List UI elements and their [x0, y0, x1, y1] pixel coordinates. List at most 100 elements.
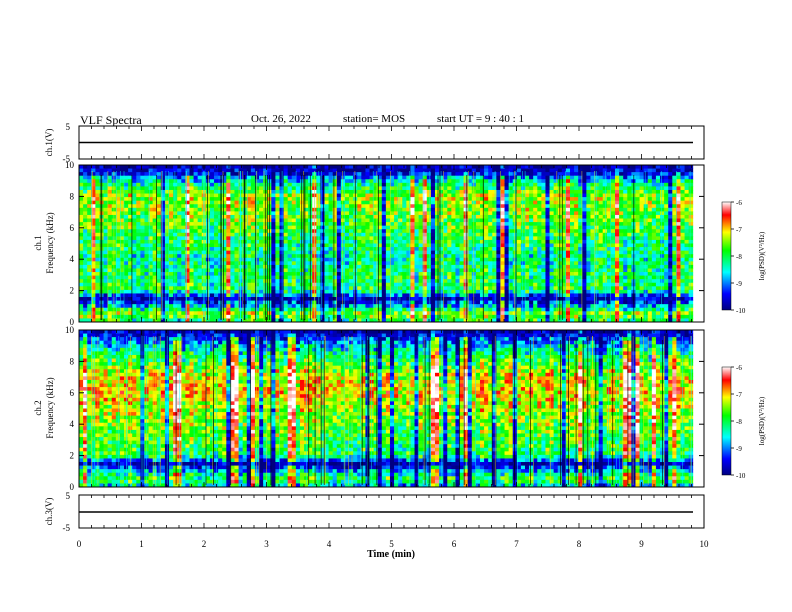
spectrogram-cell	[230, 264, 235, 269]
spectrogram-cell	[537, 179, 542, 184]
spectrogram-cell	[95, 179, 100, 184]
spectrogram-cell	[103, 225, 109, 230]
spectrogram-cell	[148, 261, 154, 266]
spectrogram-cell	[226, 168, 231, 173]
spectrogram-cell	[455, 229, 460, 234]
spectrogram-cell	[385, 232, 391, 237]
spectrogram-cell	[250, 239, 256, 244]
spectrogram-cell	[107, 197, 113, 202]
spectrogram-cell	[275, 229, 280, 234]
spectrogram-cell	[516, 222, 522, 227]
spectrogram-cell	[541, 172, 546, 177]
spectrogram-cell	[385, 179, 391, 184]
spectrogram-cell	[664, 175, 669, 180]
spectrogram-cell	[410, 165, 415, 169]
spectrogram-cell	[369, 225, 374, 230]
spectrogram-cell	[623, 222, 628, 227]
spectrogram-cell	[271, 268, 276, 273]
spectrogram-cell	[160, 197, 166, 202]
spectrogram-cell	[447, 222, 452, 227]
spectrogram-cell	[627, 211, 632, 216]
spectrogram-cell	[623, 243, 628, 248]
spectrogram-cell	[381, 250, 387, 255]
spectrogram-cell	[570, 272, 575, 277]
spectrogram-cell	[173, 254, 178, 259]
spectrogram-cell	[443, 179, 448, 184]
spectrogram-cell	[377, 179, 383, 184]
spectrogram-cell	[156, 236, 162, 241]
spectrogram-cell	[615, 200, 620, 205]
spectrogram-cell	[148, 257, 154, 262]
spectrogram-cell	[520, 218, 526, 223]
spectrogram-cell	[672, 200, 677, 205]
spectrogram-cell	[287, 257, 293, 262]
spectrogram-cell	[688, 189, 694, 194]
spectrogram-cell	[467, 272, 473, 277]
spectrogram-cell	[455, 200, 460, 205]
spectrogram-cell	[434, 186, 440, 191]
spectrogram-cell	[197, 275, 203, 280]
spectrogram-cell	[295, 229, 301, 234]
spectrogram-cell	[479, 222, 485, 227]
spectrogram-cell	[672, 229, 677, 234]
spectrogram-cell	[402, 186, 407, 191]
spectrogram-cell	[291, 264, 297, 269]
spectrogram-cell	[119, 186, 125, 191]
spectrogram-cell	[561, 254, 567, 259]
spectrogram-cell	[574, 168, 579, 173]
spectrogram-cell	[267, 165, 272, 169]
spectrogram-cell	[115, 250, 121, 255]
spectrogram-cell	[582, 182, 587, 187]
spectrogram-cell	[578, 189, 583, 194]
spectrogram-cell	[389, 268, 395, 273]
spectrogram-cell	[119, 204, 125, 209]
spectrogram-cell	[410, 239, 415, 244]
spectrogram-cell	[365, 257, 370, 262]
spectrogram-cell	[398, 275, 403, 280]
spectrogram-cell	[291, 168, 297, 173]
spectrogram-cell	[287, 200, 293, 205]
spectrogram-cell	[385, 272, 391, 277]
spectrogram-cell	[283, 179, 289, 184]
spectrogram-cell	[275, 189, 280, 194]
spectrogram-cell	[336, 222, 342, 227]
spectrogram-cell	[484, 197, 489, 202]
spectrogram-cell	[254, 236, 260, 241]
spectrogram-cell	[128, 268, 133, 273]
spectrogram-cell	[332, 179, 338, 184]
spectrogram-cell	[574, 189, 579, 194]
spectrogram-cell	[136, 214, 141, 219]
spectrogram-cell	[615, 243, 620, 248]
spectrogram-cell	[181, 207, 186, 212]
spectrogram-cell	[230, 165, 235, 169]
spectrogram-cell	[349, 172, 354, 177]
spectrogram-cell	[455, 272, 460, 277]
spectrogram-cell	[103, 193, 109, 198]
spectrogram-cell	[234, 204, 239, 209]
spectrogram-cell	[451, 272, 456, 277]
spectrogram-cell	[275, 247, 280, 252]
spectrogram-cell	[500, 222, 505, 227]
spectrogram-cell	[598, 214, 604, 219]
spectrogram-cell	[430, 243, 436, 248]
spectrogram-cell	[218, 257, 223, 262]
spectrogram-cell	[271, 236, 276, 241]
spectrogram-cell	[320, 211, 325, 216]
spectrogram-cell	[304, 275, 309, 280]
spectrogram-cell	[488, 179, 493, 184]
spectrogram-cell	[594, 275, 600, 280]
spectrogram-cell	[152, 222, 158, 227]
spectrogram-cell	[606, 261, 612, 266]
spectrogram-cell	[516, 207, 522, 212]
spectrogram-cell	[492, 186, 497, 191]
spectrogram-cell	[594, 189, 600, 194]
spectrogram-cell	[451, 179, 456, 184]
spectrogram-cell	[467, 189, 473, 194]
spectrogram-cell	[107, 211, 113, 216]
spectrogram-cell	[594, 229, 600, 234]
spectrogram-cell	[156, 197, 162, 202]
spectrogram-cell	[647, 200, 653, 205]
spectrogram-cell	[295, 204, 301, 209]
spectrogram-cell	[328, 232, 334, 237]
spectrogram-cell	[512, 257, 518, 262]
